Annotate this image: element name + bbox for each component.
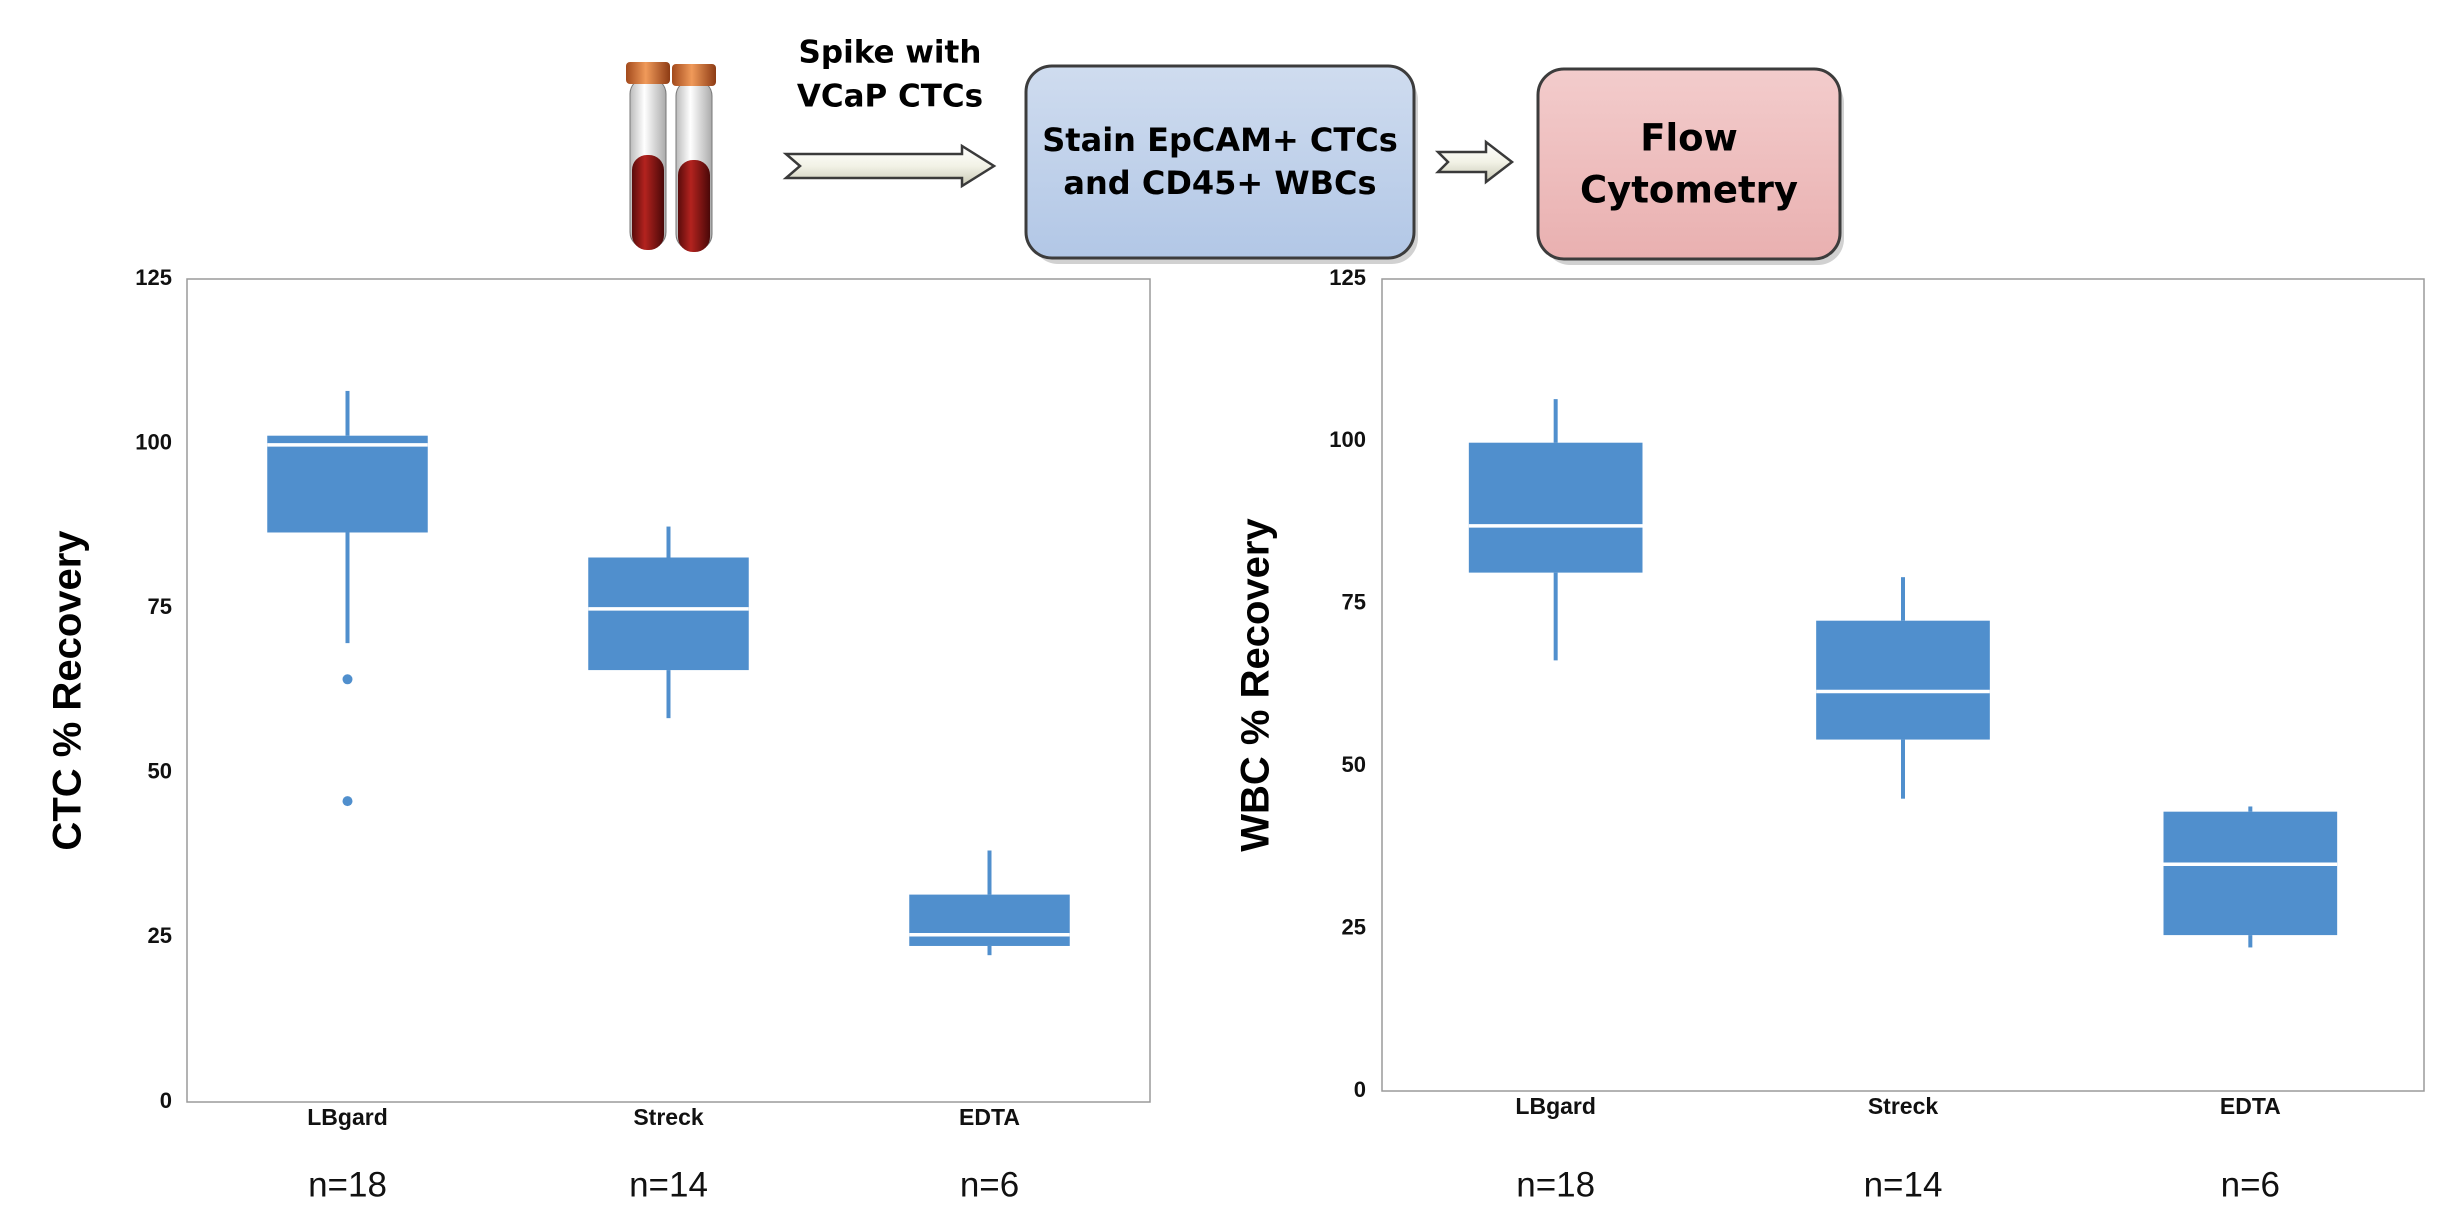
y-tick-label: 100 — [1329, 427, 1366, 452]
blood-tubes — [626, 62, 716, 252]
box — [909, 895, 1070, 946]
y-tick-label: 25 — [148, 923, 172, 948]
box — [2164, 812, 2338, 935]
y-tick-label: 125 — [1329, 265, 1366, 290]
x-tick-label: EDTA — [2220, 1093, 2281, 1119]
arrow — [786, 146, 994, 186]
spike-label: Spike with — [799, 35, 982, 71]
step-label: and CD45+ WBCs — [1063, 164, 1376, 202]
y-tick-label: 75 — [148, 594, 172, 619]
arrow — [1438, 142, 1512, 182]
outlier — [343, 796, 353, 806]
stain-step — [1026, 66, 1414, 258]
box — [267, 436, 428, 533]
y-axis-title: CTC % Recovery — [46, 530, 90, 851]
box — [588, 558, 749, 671]
sample-size: n=14 — [629, 1165, 708, 1204]
y-tick-label: 75 — [1342, 590, 1366, 615]
x-tick-label: Streck — [633, 1104, 704, 1130]
x-tick-label: LBgard — [307, 1104, 388, 1130]
step-label: Cytometry — [1580, 169, 1798, 212]
box — [1816, 621, 1990, 740]
x-tick-label: Streck — [1868, 1093, 1939, 1119]
flow-step — [1538, 69, 1840, 259]
y-axis-title: WBC % Recovery — [1234, 518, 1278, 852]
x-tick-label: LBgard — [1515, 1093, 1596, 1119]
y-tick-label: 100 — [135, 429, 172, 454]
figure: Spike with VCaP CTCs Stain EpCAM+ CTCs a… — [0, 0, 2448, 1205]
y-tick-label: 0 — [160, 1088, 172, 1113]
y-tick-label: 25 — [1342, 914, 1366, 939]
y-tick-label: 125 — [135, 265, 172, 290]
spike-label: VCaP CTCs — [797, 79, 983, 115]
sample-size: n=18 — [308, 1165, 387, 1204]
x-tick-label: EDTA — [959, 1104, 1020, 1130]
sample-size: n=18 — [1516, 1165, 1595, 1204]
step-label: Stain EpCAM+ CTCs — [1042, 121, 1397, 159]
y-tick-label: 0 — [1354, 1077, 1366, 1102]
step-label: Flow — [1640, 117, 1738, 160]
box-plot: 0 25 50 75 100 125 WBC % Recovery LBgard n=18 Str… — [1234, 265, 2424, 1204]
y-tick-label: 50 — [1342, 752, 1366, 777]
box — [1469, 443, 1643, 573]
sample-size: n=14 — [1864, 1165, 1943, 1204]
sample-size: n=6 — [2221, 1165, 2280, 1204]
y-tick-label: 50 — [148, 759, 172, 784]
sample-size: n=6 — [960, 1165, 1019, 1204]
workflow: Spike with VCaP CTCs Stain EpCAM+ CTCs a… — [626, 35, 1844, 266]
box-plot: 0 25 50 75 100 125 CTC % Recovery LBgard n=18 Str… — [46, 265, 1150, 1204]
outlier — [343, 674, 353, 684]
